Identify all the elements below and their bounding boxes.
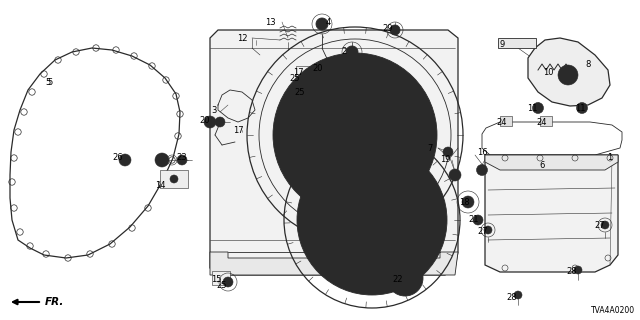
Text: 23: 23 [177, 154, 188, 163]
Text: 20: 20 [313, 63, 323, 73]
Text: 5: 5 [45, 77, 51, 86]
Circle shape [300, 80, 410, 190]
Polygon shape [210, 252, 458, 275]
Text: 14: 14 [155, 180, 165, 189]
Circle shape [273, 53, 437, 217]
Text: 29: 29 [383, 23, 393, 33]
Text: 13: 13 [265, 18, 275, 27]
Text: 27: 27 [477, 228, 488, 236]
Text: 20: 20 [200, 116, 211, 124]
Text: 27: 27 [595, 220, 605, 229]
Circle shape [449, 169, 461, 181]
Circle shape [170, 175, 178, 183]
Circle shape [297, 145, 447, 295]
Circle shape [514, 291, 522, 299]
Text: 9: 9 [499, 39, 504, 49]
Circle shape [155, 153, 169, 167]
Circle shape [601, 221, 609, 229]
Text: 21: 21 [468, 215, 479, 225]
FancyBboxPatch shape [500, 116, 512, 126]
FancyBboxPatch shape [160, 170, 188, 188]
FancyBboxPatch shape [498, 38, 536, 48]
Text: 6: 6 [540, 161, 545, 170]
Polygon shape [485, 155, 618, 170]
Polygon shape [485, 155, 618, 272]
Circle shape [223, 277, 233, 287]
Circle shape [558, 65, 578, 85]
Circle shape [177, 155, 187, 165]
Circle shape [577, 102, 588, 114]
Circle shape [563, 70, 573, 80]
Text: 25: 25 [217, 281, 227, 290]
Text: 7: 7 [428, 143, 433, 153]
Circle shape [443, 147, 453, 157]
Circle shape [484, 226, 492, 234]
Text: 25: 25 [290, 74, 300, 83]
Text: 28: 28 [507, 293, 517, 302]
Circle shape [532, 102, 543, 114]
Circle shape [313, 65, 323, 75]
Text: 17: 17 [233, 125, 243, 134]
Text: 18: 18 [459, 197, 469, 206]
Text: 22: 22 [393, 276, 403, 284]
Text: 24: 24 [537, 117, 547, 126]
Circle shape [316, 18, 328, 30]
Text: 15: 15 [211, 276, 221, 284]
Text: 11: 11 [575, 103, 585, 113]
Text: 16: 16 [477, 148, 487, 156]
Circle shape [390, 25, 400, 35]
Text: 5: 5 [47, 77, 52, 86]
Circle shape [477, 164, 488, 175]
Text: FR.: FR. [45, 297, 65, 307]
Text: 24: 24 [497, 117, 508, 126]
Circle shape [387, 260, 423, 296]
Text: 26: 26 [113, 154, 124, 163]
Text: 8: 8 [586, 60, 591, 68]
Circle shape [341, 121, 369, 149]
Circle shape [327, 175, 417, 265]
Circle shape [215, 117, 225, 127]
Circle shape [473, 215, 483, 225]
Circle shape [462, 196, 474, 208]
FancyBboxPatch shape [540, 116, 552, 126]
Text: 1: 1 [607, 154, 612, 163]
Polygon shape [210, 30, 458, 275]
Text: 2: 2 [341, 47, 347, 57]
Text: 10: 10 [543, 68, 553, 76]
Text: 4: 4 [325, 18, 331, 27]
Text: 3: 3 [211, 106, 217, 115]
Circle shape [356, 204, 388, 236]
Text: 11: 11 [527, 103, 537, 113]
FancyBboxPatch shape [212, 271, 230, 285]
Circle shape [327, 107, 383, 163]
Text: 17: 17 [292, 68, 303, 76]
Circle shape [346, 46, 358, 58]
Text: 19: 19 [440, 156, 451, 164]
Text: 28: 28 [566, 268, 577, 276]
Circle shape [307, 73, 317, 83]
Text: 12: 12 [237, 34, 247, 43]
Circle shape [204, 116, 216, 128]
Circle shape [395, 268, 415, 288]
Text: 25: 25 [295, 87, 305, 97]
Circle shape [119, 154, 131, 166]
Text: TVA4A0200: TVA4A0200 [591, 306, 635, 315]
Polygon shape [528, 38, 610, 106]
Circle shape [574, 266, 582, 274]
